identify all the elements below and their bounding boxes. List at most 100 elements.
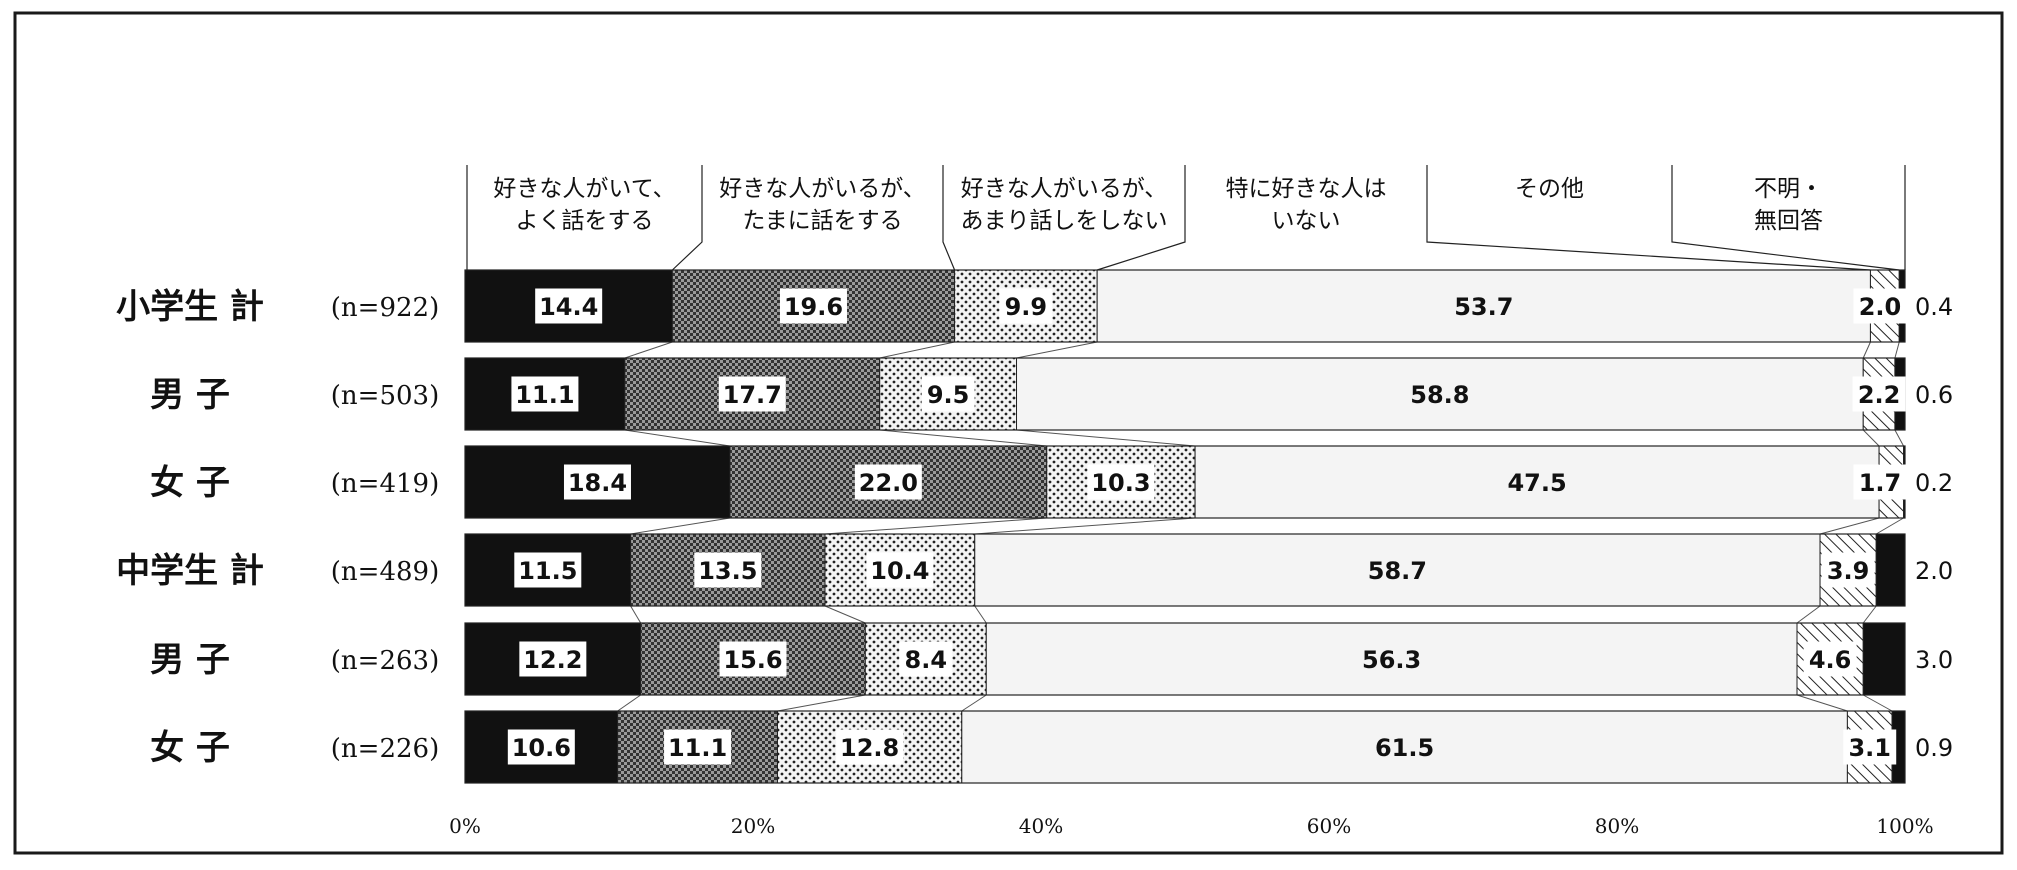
bar-segment	[1194, 445, 1880, 519]
value-label-box	[1843, 729, 1897, 765]
bar-segment	[985, 622, 1798, 696]
bar-segment	[1016, 357, 1864, 431]
value-label-box	[779, 288, 847, 324]
connector-line	[824, 517, 1047, 535]
connector-line	[879, 429, 1047, 447]
connector-line	[1016, 341, 1098, 359]
connector-line	[1894, 341, 1900, 359]
bar-outline	[464, 533, 1906, 607]
sample-size-label: (n=489)	[331, 557, 439, 587]
bar-value-label: 58.8	[1410, 381, 1469, 409]
x-tick-label: 0%	[449, 814, 481, 838]
connector-lines	[617, 341, 1905, 712]
bar-value-label: 1.7	[1859, 469, 1902, 497]
connector-line	[624, 341, 673, 359]
connector-line	[1862, 694, 1893, 712]
bar-value-label: 12.8	[840, 734, 899, 762]
category-label: 男 子	[150, 375, 230, 415]
category-label: 女 子	[150, 463, 230, 503]
bar-value-label: 14.4	[539, 293, 598, 321]
bar-value-label: 10.4	[870, 557, 929, 585]
bar-outline	[464, 710, 1906, 784]
bar-value-label: 15.6	[723, 646, 782, 674]
bar-value-label: 56.3	[1362, 646, 1421, 674]
legend-label: その他	[1515, 176, 1584, 202]
x-tick-label: 40%	[1019, 814, 1063, 838]
legend-leader-line	[942, 165, 956, 271]
value-label-box	[718, 376, 786, 412]
value-label-box	[519, 641, 587, 677]
value-label-box	[1853, 464, 1907, 500]
connector-line	[824, 605, 866, 624]
value-label-box	[836, 729, 904, 765]
bar-value-label: 2.2	[1858, 381, 1901, 409]
value-label-box	[1853, 288, 1907, 324]
connector-line	[617, 694, 641, 712]
bar-value-label: 61.5	[1375, 734, 1434, 762]
bar-value-label: 18.4	[568, 469, 627, 497]
bar-value-label: 22.0	[859, 469, 918, 497]
value-label-box	[1852, 376, 1906, 412]
value-label-box	[866, 552, 934, 588]
value-label-box	[921, 376, 975, 412]
bar-value-label: 2.0	[1859, 293, 1902, 321]
connector-line	[1862, 429, 1880, 447]
bar-outline	[464, 622, 1906, 696]
sample-size-label: (n=922)	[331, 293, 439, 323]
category-label: 女 子	[150, 728, 230, 768]
bar-value-label: 0.4	[1915, 293, 1953, 321]
sample-size-label: (n=503)	[331, 381, 439, 411]
legend: 好きな人がいて、よく話をする好きな人がいるが、たまに話をする好きな人がいるが、あ…	[466, 165, 1906, 271]
legend-label: いない	[1272, 208, 1341, 234]
value-label-box	[854, 464, 922, 500]
bar-value-label: 58.7	[1368, 557, 1427, 585]
value-label-box	[1087, 464, 1155, 500]
value-label-box	[694, 552, 762, 588]
legend-label: よく話をする	[516, 208, 654, 234]
value-label-box	[563, 464, 631, 500]
bar-segment	[1862, 622, 1906, 696]
bar-value-label: 0.6	[1915, 381, 1953, 409]
x-tick-label: 20%	[731, 814, 775, 838]
legend-leader-line	[1096, 165, 1186, 271]
bar-value-label: 10.3	[1091, 469, 1150, 497]
bar-value-label: 4.6	[1809, 646, 1852, 674]
connector-line	[1796, 605, 1821, 624]
legend-label: 不明・	[1754, 176, 1823, 202]
legend-label: 特に好きな人は	[1226, 176, 1387, 202]
connector-line	[1862, 605, 1877, 624]
x-tick-label: 100%	[1876, 814, 1933, 838]
connector-line	[1894, 429, 1905, 447]
bar-value-label: 8.4	[905, 646, 948, 674]
legend-leader-line	[1671, 165, 1900, 271]
sample-size-label: (n=263)	[331, 646, 439, 676]
value-label-box	[899, 641, 953, 677]
connector-line	[1875, 517, 1904, 535]
bars-group: 14.4 19.6 9.9 53.7 2.0 0.4 11.1 17.7 9.5 58.8 2.2 0…	[464, 269, 1953, 784]
bar-value-label: 11.5	[518, 557, 577, 585]
value-label-box	[664, 729, 732, 765]
bar-value-label: 9.9	[1005, 293, 1048, 321]
legend-leader-line	[671, 165, 703, 271]
connector-line	[1862, 341, 1871, 359]
value-label-box	[507, 729, 575, 765]
bar-value-label: 47.5	[1507, 469, 1566, 497]
bar-value-label: 0.2	[1915, 469, 1953, 497]
legend-label: 好きな人がいるが、	[961, 176, 1168, 202]
bar-segment	[1875, 533, 1906, 607]
bar-value-label: 9.5	[927, 381, 970, 409]
connector-line	[630, 517, 731, 535]
value-label-box	[511, 376, 579, 412]
bar-value-label: 3.9	[1827, 557, 1870, 585]
connector-line	[961, 694, 987, 712]
connector-line	[1796, 694, 1848, 712]
bar-value-label: 10.6	[512, 734, 571, 762]
category-label: 男 子	[150, 640, 230, 680]
bar-value-label: 0.9	[1915, 734, 1953, 762]
x-tick-label: 80%	[1595, 814, 1639, 838]
legend-label: あまり話しをしない	[961, 208, 1168, 234]
bar-value-label: 11.1	[515, 381, 574, 409]
connector-line	[879, 341, 955, 359]
